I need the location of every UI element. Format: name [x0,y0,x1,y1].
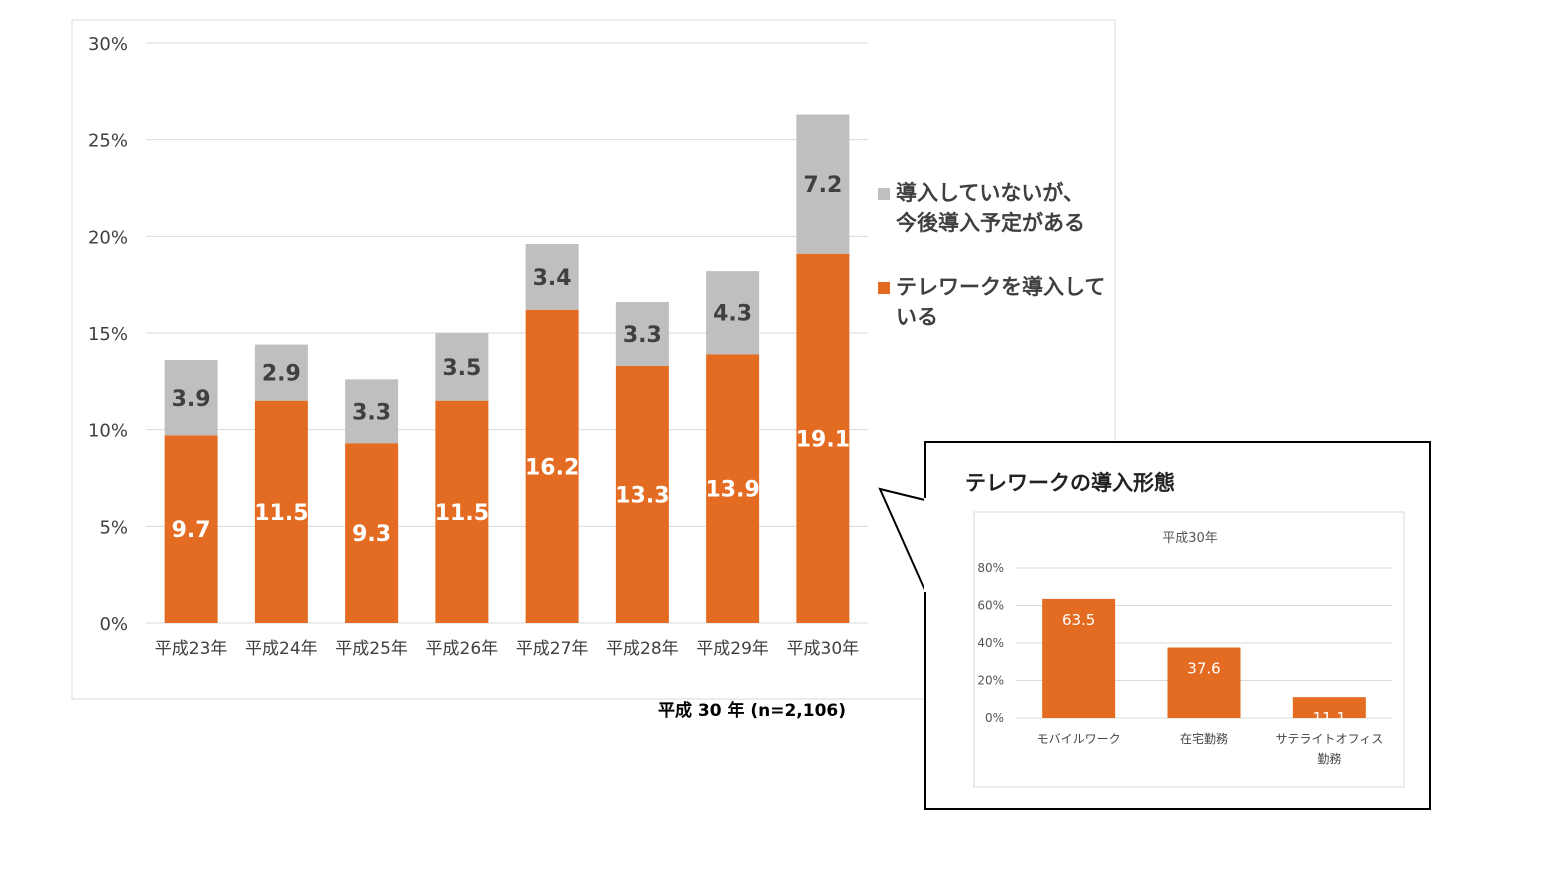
data-label: 3.4 [533,266,572,291]
inset-y-tick-label: 80% [977,561,1004,575]
inset-category-label: モバイルワーク [1037,732,1121,746]
legend-swatch [878,188,890,200]
callout-pointer [878,487,926,591]
inset-title: テレワークの導入形態 [965,471,1175,495]
bar-introduced [615,365,669,623]
x-category-label: 平成23年 [155,639,228,659]
inset-data-label: 63.5 [1062,611,1095,629]
bar-introduced [525,309,579,623]
inset-bar [1167,647,1241,718]
bar-introduced [435,400,489,623]
y-tick-label: 20% [88,227,128,248]
y-tick-label: 30% [88,34,128,55]
data-label: 13.3 [615,483,669,508]
sample-note: 平成 30 年 (n=2,106) [658,700,846,721]
data-label: 9.7 [172,518,211,543]
legend-label: いる [896,305,938,329]
data-label: 16.2 [525,455,579,480]
x-category-label: 平成30年 [787,639,860,659]
data-label: 13.9 [705,478,759,503]
data-label: 3.3 [623,323,662,348]
main-chart-bars: 9.7 3.9 平成23年 11.5 2.9 平成24年 9.3 3.3 平成25年 11.5 3.… [155,114,860,659]
legend-label: 今後導入予定がある [896,211,1085,235]
bar-planned [525,244,579,310]
x-category-label: 平成24年 [245,639,318,659]
x-category-label: 平成25年 [335,639,408,659]
bar-planned [796,114,850,254]
legend-label: 導入していないが、 [896,181,1084,205]
data-label: 3.5 [442,356,481,381]
inset-category-label: サテライトオフィス [1275,732,1383,746]
inset-category-label: 勤務 [1317,752,1341,766]
x-category-label: 平成29年 [696,639,769,659]
inset-y-tick-label: 0% [985,711,1004,725]
data-label: 7.2 [803,173,842,198]
x-category-label: 平成27年 [516,639,589,659]
bar-introduced [164,435,218,623]
bar-introduced [796,253,850,623]
y-tick-label: 15% [88,324,128,345]
data-label: 3.3 [352,400,391,425]
data-label: 11.5 [435,501,489,526]
x-category-label: 平成28年 [606,639,679,659]
y-tick-label: 10% [88,421,128,442]
bar-planned [706,271,760,355]
inset-y-tick-label: 40% [977,636,1004,650]
legend-label: テレワークを導入して [896,275,1105,299]
bar-planned [254,344,308,401]
legend-swatch [878,282,890,294]
data-label: 19.1 [796,427,850,452]
inset-y-tick-label: 60% [977,599,1004,613]
inset-subtitle: 平成30年 [1162,531,1218,546]
x-category-label: 平成26年 [426,639,499,659]
data-label: 4.3 [713,302,752,327]
inset-data-label: 11.1 [1313,709,1346,727]
y-tick-label: 25% [88,131,128,152]
y-tick-label: 5% [99,517,128,538]
y-tick-label: 0% [99,614,128,635]
data-label: 3.9 [172,387,211,412]
inset-category-label: 在宅勤務 [1180,731,1228,746]
bar-planned [164,360,218,436]
data-label: 11.5 [254,501,308,526]
bar-planned [435,333,489,401]
inset-bar [1042,598,1116,718]
bar-planned [615,302,669,366]
bar-introduced [254,400,308,623]
bar-planned [345,379,399,444]
callout-joint [924,498,928,592]
bar-introduced [345,443,399,623]
inset-y-tick-label: 20% [977,674,1004,688]
inset-data-label: 37.6 [1187,660,1220,678]
bar-introduced [706,354,760,623]
inset-bar [1292,697,1366,718]
data-label: 9.3 [352,522,391,547]
data-label: 2.9 [262,362,301,387]
